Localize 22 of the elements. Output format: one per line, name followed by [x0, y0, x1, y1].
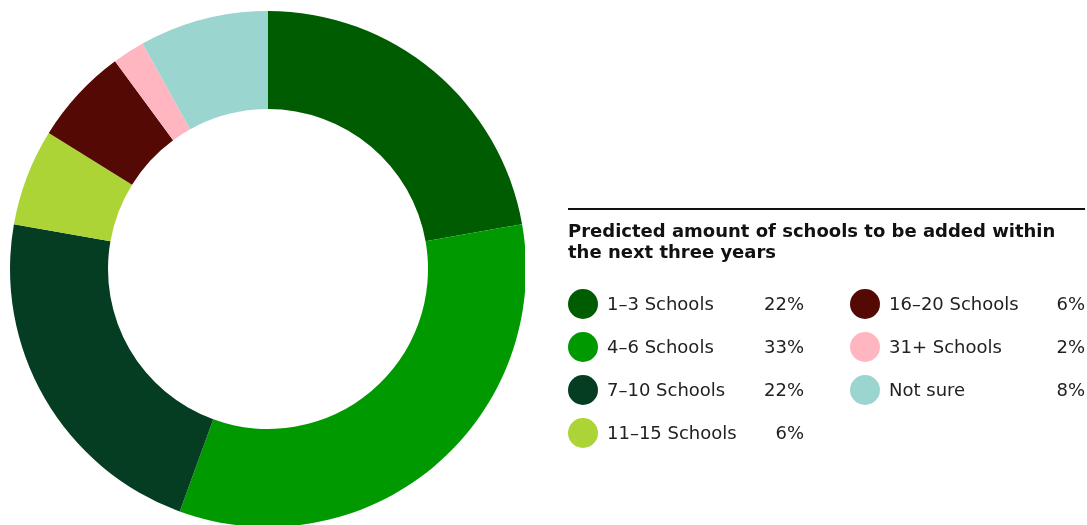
data-label: 2% — [1056, 336, 1085, 357]
legend-label: 11–15 Schools — [607, 422, 738, 443]
legend-label: 16–20 Schools — [889, 293, 1020, 314]
donut-slice — [142, 11, 268, 130]
legend-label: Not sure — [889, 379, 967, 400]
data-label: 6% — [775, 422, 804, 443]
donut-slice — [268, 11, 523, 242]
data-label: 8% — [1056, 379, 1085, 400]
legend-label: 1–3 Schools — [607, 293, 715, 314]
data-label: 33% — [763, 336, 804, 357]
legend-label: 31+ Schools — [889, 336, 1003, 357]
donut-slice — [13, 132, 133, 242]
donut-slice — [10, 224, 214, 512]
legend-label: 7–10 Schools — [607, 379, 727, 400]
legend-label: 4–6 Schools — [607, 336, 715, 357]
data-label: 22% — [763, 379, 804, 400]
donut-slice — [48, 61, 174, 185]
legend-title: Predicted amount of schools to be added within the next three years — [568, 220, 1057, 262]
data-label: 22% — [763, 293, 804, 314]
donut-slice — [115, 43, 191, 141]
donut-slice — [179, 224, 525, 525]
data-label: 6% — [1056, 293, 1085, 314]
